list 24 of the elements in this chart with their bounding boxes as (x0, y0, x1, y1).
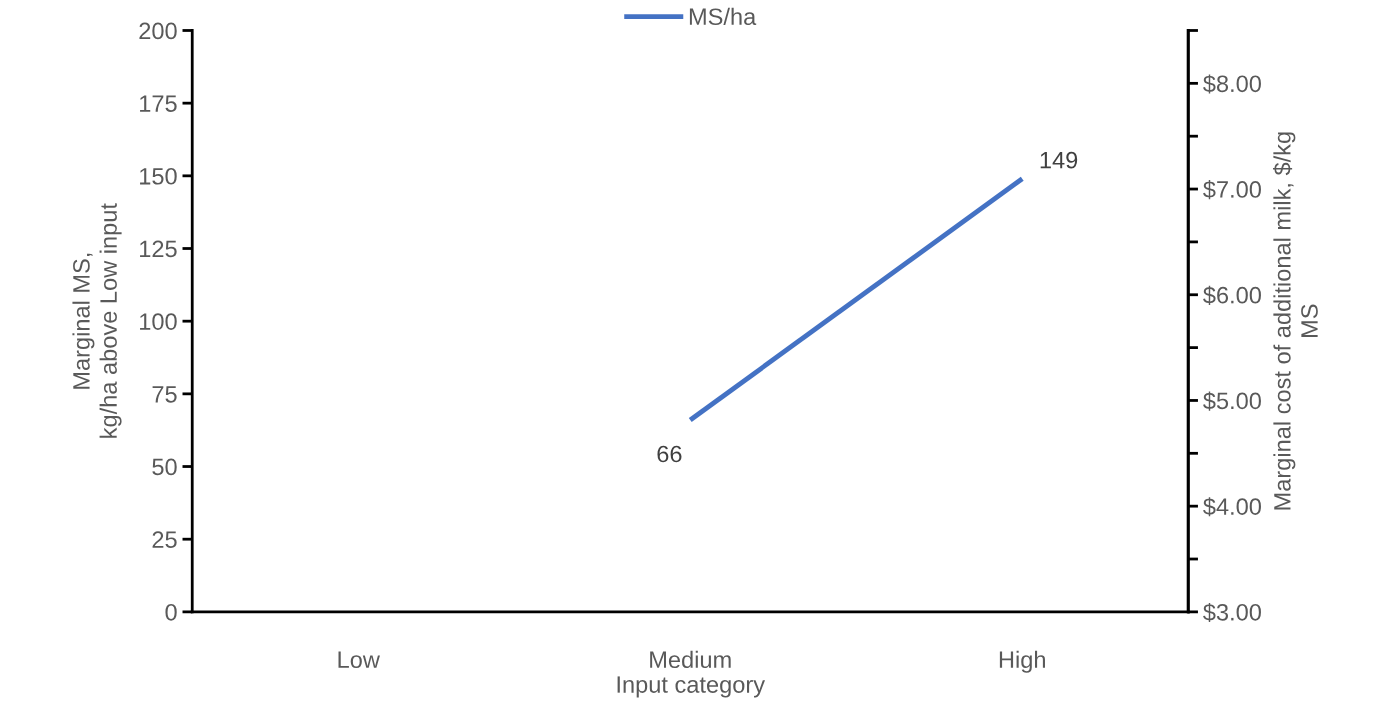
y-tick-label: 0 (165, 603, 177, 621)
y-axis-title: Marginal MS, kg/ha above Low input (72, 203, 122, 438)
x-tick-label: Medium (650, 650, 731, 669)
y2-tick-label: $8.00 (1203, 74, 1261, 94)
y-tick-label: 150 (140, 167, 177, 185)
y2-tick-label: $5.00 (1203, 391, 1261, 411)
y2-tick-label: $3.00 (1203, 602, 1261, 623)
y2-tick-label: $4.00 (1203, 497, 1261, 517)
data-label: 66 (657, 445, 682, 463)
y-tick-label: 200 (139, 22, 177, 40)
y-tick-label: 75 (152, 386, 177, 403)
y2-axis-title: Marginal cost of additional milk, $/kg MS (1273, 132, 1318, 510)
y2-tick-label: $6.00 (1203, 285, 1261, 305)
data-label: 149 (1040, 151, 1078, 169)
x-tick-label: Low (338, 651, 380, 669)
y2-tick-label: $7.00 (1203, 180, 1261, 200)
y-tick-label: 100 (140, 313, 177, 330)
y-tick-label: 25 (152, 531, 177, 548)
y-tick-label: 50 (152, 458, 177, 476)
legend-label: MS/ha (689, 7, 757, 26)
y-tick-label: 175 (140, 95, 177, 112)
y-tick-label: 125 (140, 240, 177, 258)
x-axis-title: Input category (617, 676, 766, 698)
x-tick-label: High (999, 650, 1045, 673)
